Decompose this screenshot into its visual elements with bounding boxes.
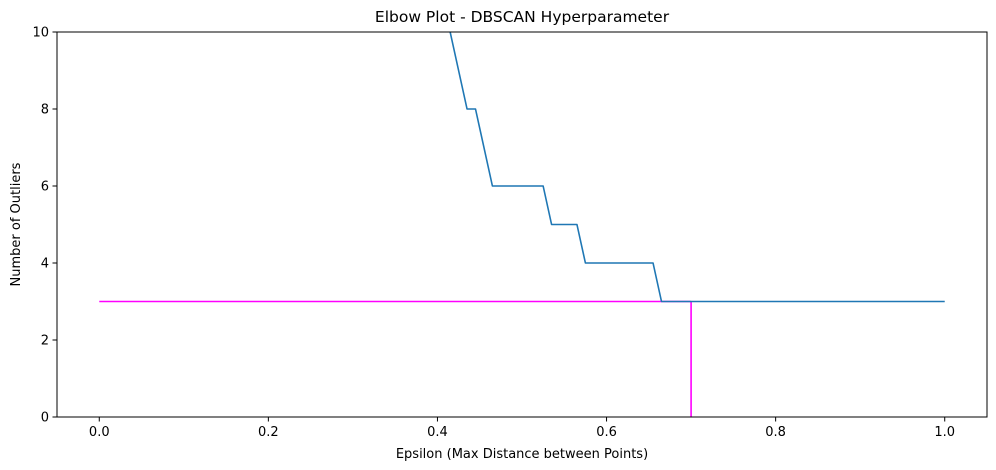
- x-tick-label: 0.4: [427, 425, 448, 440]
- series-line: [449, 32, 945, 303]
- x-tick-label: 0.8: [765, 425, 786, 440]
- x-axis-label: Epsilon (Max Distance between Points): [396, 447, 648, 462]
- y-tick-label: 4: [41, 257, 49, 272]
- y-tick-label: 10: [32, 26, 49, 41]
- x-tick-label: 0.0: [89, 425, 110, 440]
- chart-title: Elbow Plot - DBSCAN Hyperparameter: [375, 8, 670, 26]
- series-layer: [449, 32, 945, 303]
- x-tick-label: 1.0: [934, 425, 955, 440]
- y-axis: 0 2 4 6 8 10: [32, 26, 57, 426]
- y-tick-label: 0: [41, 411, 49, 426]
- plot-frame: [56, 31, 988, 418]
- y-tick-label: 8: [41, 103, 49, 118]
- x-tick-label: 0.2: [258, 425, 279, 440]
- reference-lines: [99, 300, 692, 417]
- y-axis-label: Number of Outliers: [9, 162, 24, 286]
- y-tick-label: 2: [41, 334, 49, 349]
- x-axis: 0.0 0.2 0.4 0.6 0.8 1.0: [89, 417, 955, 440]
- x-tick-label: 0.6: [596, 425, 617, 440]
- y-tick-label: 6: [41, 180, 49, 195]
